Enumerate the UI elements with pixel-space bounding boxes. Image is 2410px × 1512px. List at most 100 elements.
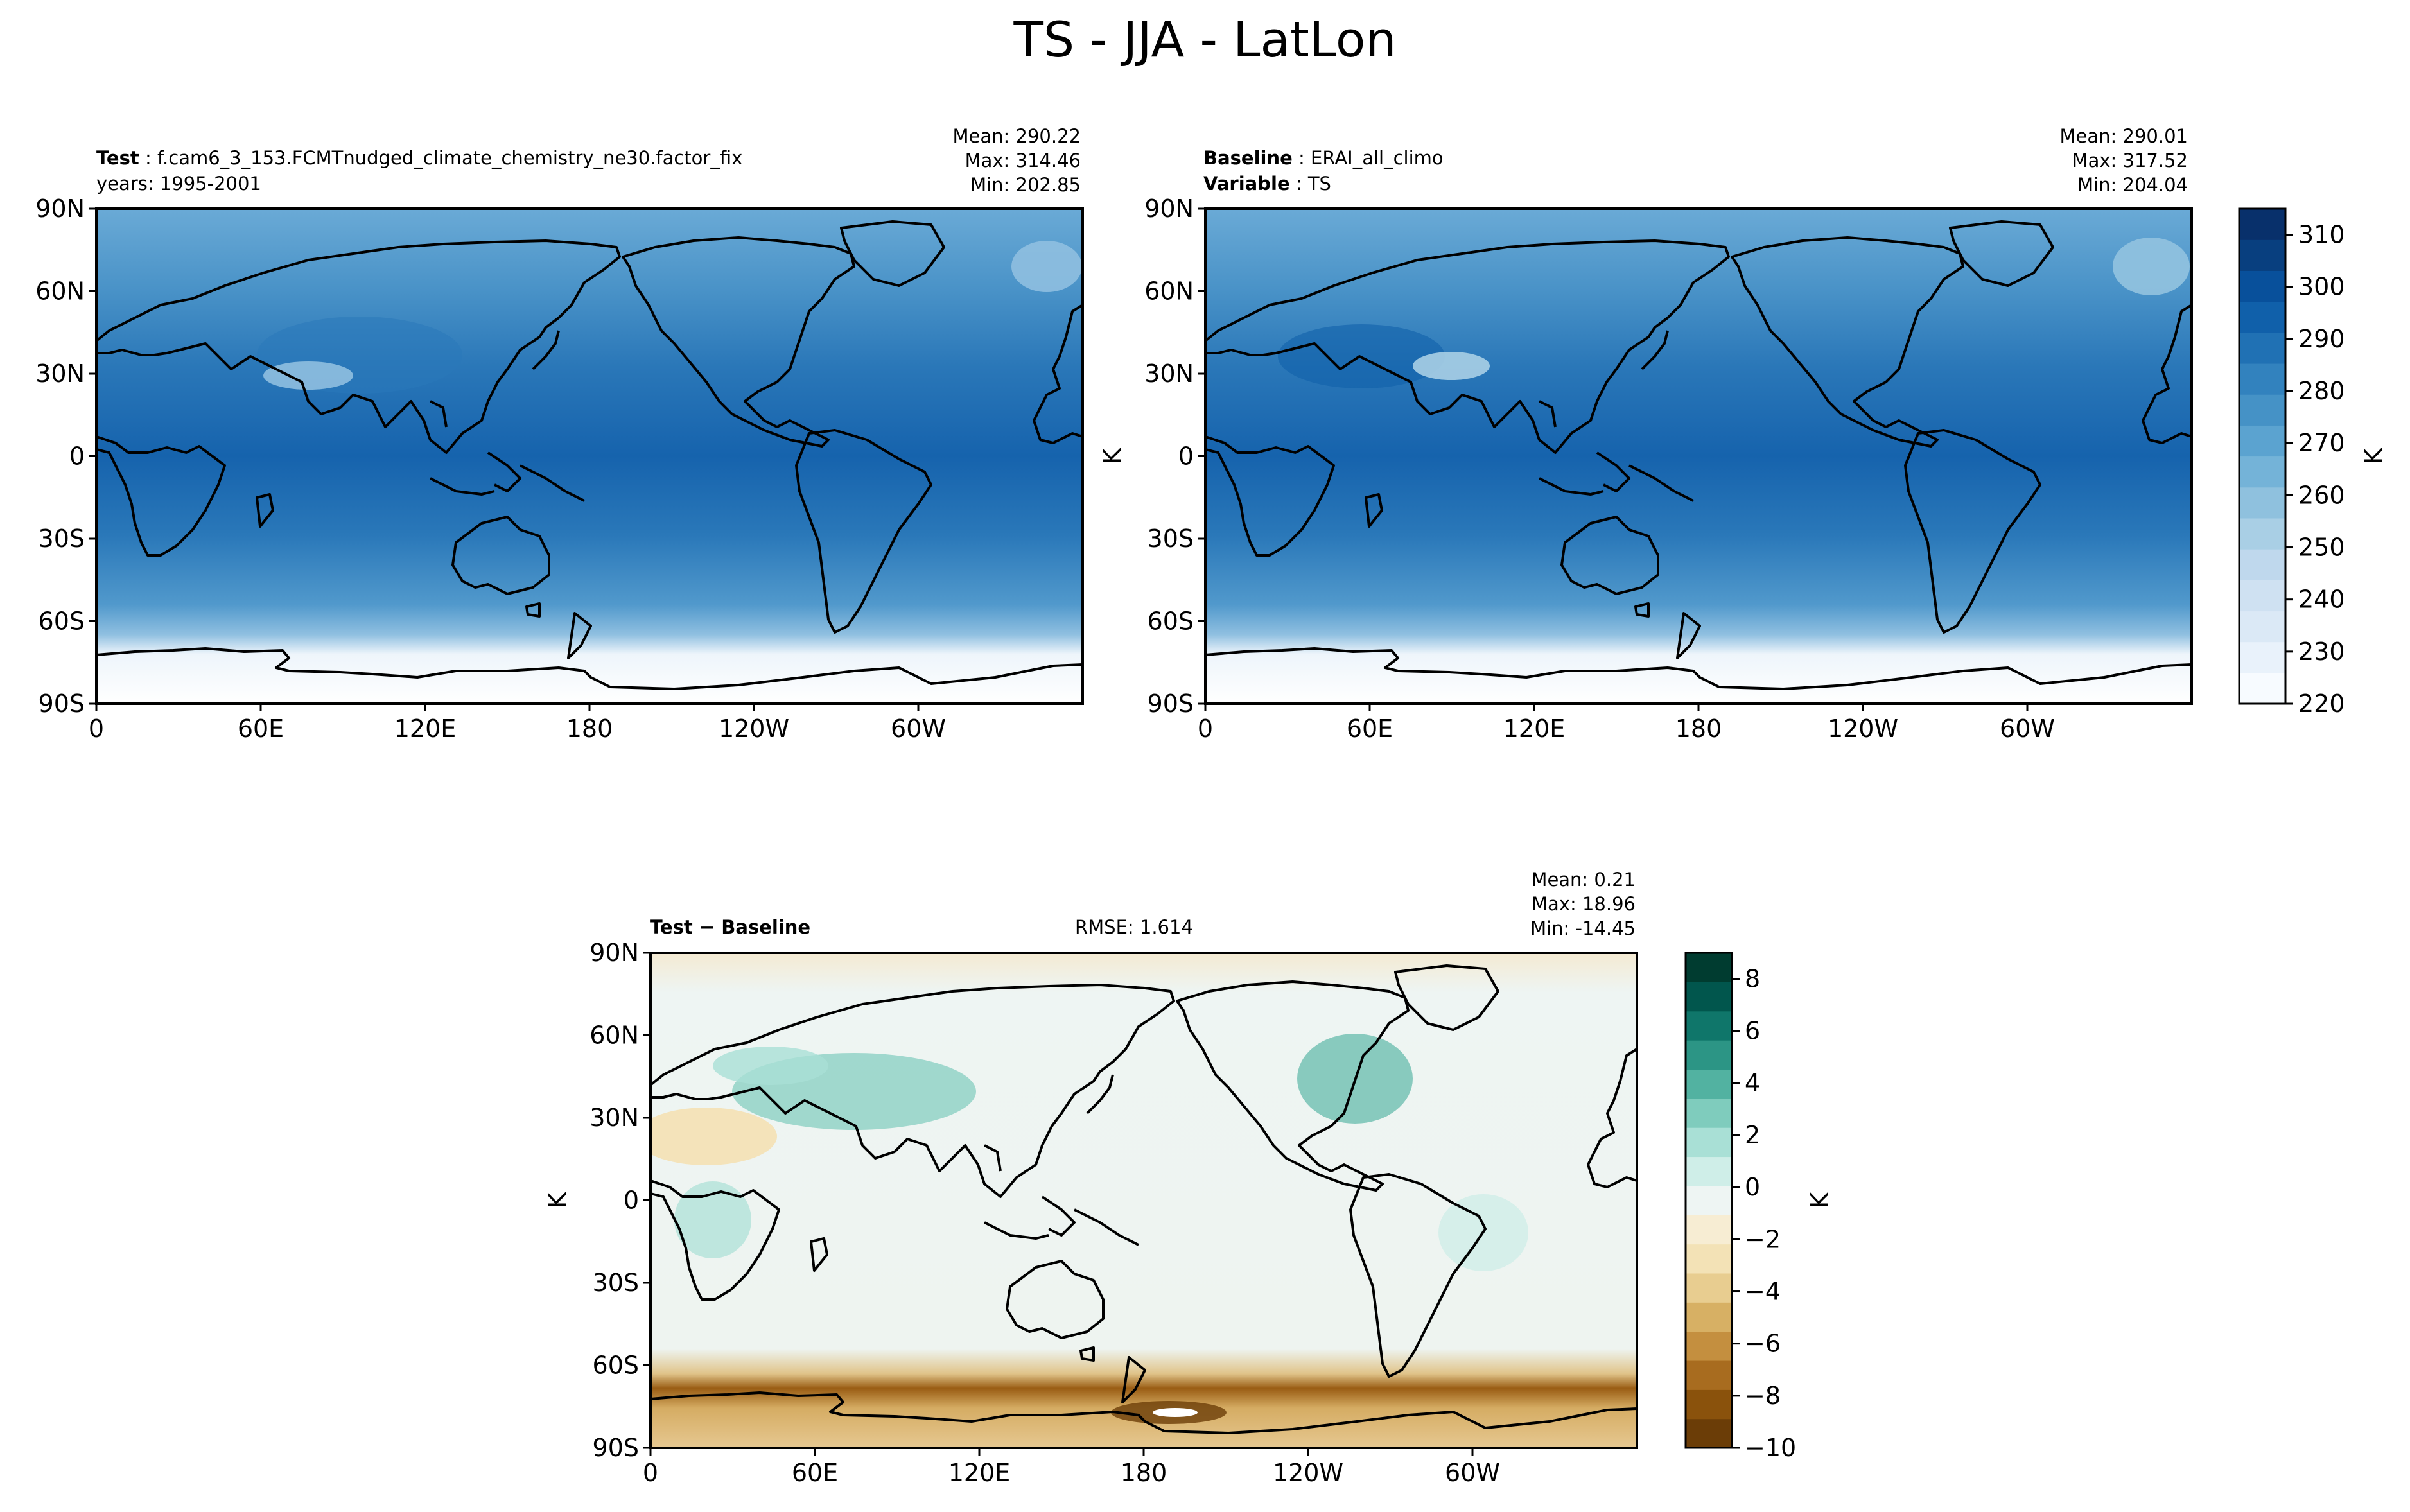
diff-colorbar-segment [1686, 1127, 1732, 1158]
abs-colorbar-tick-label: 280 [2298, 377, 2345, 405]
abs-colorbar-tick-label: 270 [2298, 429, 2345, 457]
abs-colorbar-tick-label: 250 [2298, 534, 2345, 562]
baseline-label: Baseline : ERAI_all_climo [1203, 147, 1444, 169]
test-lat-tick-label: 30N [35, 360, 85, 388]
rmse-stat: RMSE: 1.614 [1075, 916, 1193, 938]
abs-colorbar-segment [2239, 332, 2285, 364]
abs-colorbar-tick-label: 230 [2298, 638, 2345, 666]
abs-colorbar-segment [2239, 363, 2285, 395]
diff-colorbar-tick-label: 0 [1745, 1173, 1760, 1201]
diff-colorbar-tick-label: −8 [1745, 1382, 1781, 1410]
diff-lat-tick-label: 90N [589, 939, 639, 967]
diff-colorbar-segment [1686, 1331, 1732, 1361]
abs-colorbar-tick-label: 220 [2298, 690, 2345, 718]
baseline-map-panel [1204, 207, 2193, 705]
abs-colorbar-label: K [2359, 448, 2388, 464]
abs-colorbar-segment [2239, 549, 2285, 580]
test-label-text: f.cam6_3_153.FCMTnudged_climate_chemistr… [157, 147, 743, 169]
abs-colorbar-frame [2238, 207, 2287, 705]
abs-colorbar-tick-label: 290 [2298, 325, 2345, 353]
baseline-label-bold: Baseline [1203, 147, 1293, 169]
abs-colorbar-segment [2239, 456, 2285, 488]
baseline-map-features [1205, 220, 2192, 690]
test-label-bold: Test [96, 147, 139, 169]
test-lat-tick-label: 90N [35, 195, 85, 223]
diff-label: Test − Baseline [650, 914, 810, 941]
baseline-lat-tick-label: 90S [1148, 690, 1194, 718]
abs-colorbar-tick-label: 260 [2298, 481, 2345, 509]
diff-colorbar-tick-label: −2 [1745, 1225, 1781, 1253]
test-lat-tick-label: 90S [39, 690, 85, 718]
diff-ylabel: K [543, 1192, 572, 1208]
diff-lat-tick-label: 0 [624, 1186, 639, 1215]
baseline-lon-tick-label: 0 [1198, 715, 1213, 743]
diff-colorbar-segment [1686, 1069, 1732, 1099]
diff-colorbar-segment [1686, 1185, 1732, 1215]
diff-lat-tick-label: 90S [593, 1434, 639, 1462]
abs-colorbar-segment [2239, 239, 2285, 271]
baseline-lat-tick-label: 90N [1144, 195, 1194, 223]
baseline-lat-tick-label: 60N [1144, 277, 1194, 306]
test-lon-tick-label: 60E [238, 715, 284, 743]
diff-lat-tick-label: 30N [589, 1104, 639, 1132]
baseline-lon-tick-label: 60W [2000, 715, 2055, 743]
diff-colorbar-segment [1686, 1098, 1732, 1128]
diff-lon-tick-label: 120W [1273, 1459, 1343, 1487]
baseline-lon-tick-label: 60E [1347, 715, 1393, 743]
baseline-map-field [1205, 209, 2192, 704]
diff-mean-stat: Mean: 0.21 [1531, 869, 1636, 891]
abs-colorbar-segment [2239, 641, 2285, 673]
diff-colorbar-segment [1686, 953, 1732, 982]
abs-colorbar-segment [2239, 301, 2285, 333]
diff-lat-tick-label: 30S [593, 1269, 639, 1297]
test-lon-tick-label: 60W [891, 715, 946, 743]
abs-colorbar-segment [2239, 209, 2285, 240]
baseline-lon-tick-label: 120W [1828, 715, 1898, 743]
abs-colorbar-tick-label: 310 [2298, 221, 2345, 249]
diff-colorbar-segment [1686, 982, 1732, 1012]
test-years-label: years: 1995-2001 [96, 173, 261, 195]
abs-colorbar-tick-label: 240 [2298, 586, 2345, 614]
test-lon-tick-label: 120E [394, 715, 457, 743]
variable-label: Variable : TS [1203, 173, 1331, 195]
test-lon-tick-label: 180 [566, 715, 613, 743]
diff-colorbar-segment [1686, 1215, 1732, 1245]
test-min-stat: Min: 202.85 [970, 174, 1081, 196]
baseline-lon-tick-label: 120E [1503, 715, 1566, 743]
diff-colorbar-tick-label: 8 [1745, 965, 1760, 993]
test-max-stat: Max: 314.46 [965, 150, 1081, 171]
diff-lon-tick-label: 60W [1445, 1459, 1500, 1487]
test-lat-tick-label: 30S [39, 525, 85, 553]
diff-colorbar-segment [1686, 1244, 1732, 1274]
diff-colorbar-segment [1686, 1418, 1732, 1448]
baseline-min-stat: Min: 204.04 [2077, 174, 2188, 196]
diff-colorbar-segment [1686, 1011, 1732, 1041]
test-map-field [96, 209, 1083, 704]
test-lat-tick-label: 0 [69, 442, 85, 471]
diff-colorbar-label: K [1806, 1192, 1834, 1208]
diff-colorbar-tick-label: 2 [1745, 1121, 1760, 1149]
diff-colorbar-tick-label: 4 [1745, 1069, 1760, 1097]
abs-colorbar-segment [2239, 425, 2285, 457]
diff-map-panel [649, 952, 1638, 1449]
baseline-max-stat: Max: 317.52 [2072, 150, 2188, 171]
abs-colorbar-segment [2239, 672, 2285, 704]
diff-colorbar-tick-label: −4 [1745, 1278, 1781, 1306]
diff-lat-tick-label: 60N [589, 1021, 639, 1050]
abs-colorbar-segment [2239, 270, 2285, 302]
test-map-panel [95, 207, 1084, 705]
diff-colorbar-segment [1686, 1360, 1732, 1390]
baseline-lat-tick-label: 30N [1144, 360, 1194, 388]
diff-max-stat: Max: 18.96 [1532, 893, 1636, 915]
baseline-ylabel: K [1098, 448, 1126, 464]
diff-lat-tick-label: 60S [593, 1351, 639, 1380]
diff-lon-tick-label: 120E [948, 1459, 1011, 1487]
diff-label-bold: Test − Baseline [650, 916, 811, 938]
test-lon-tick-label: 0 [89, 715, 104, 743]
diff-colorbar-tick-label: −6 [1745, 1330, 1781, 1358]
abs-colorbar-segment [2239, 611, 2285, 643]
test-lon-tick-label: 120W [719, 715, 789, 743]
test-map-features [96, 220, 1083, 690]
test-case-label: Test : f.cam6_3_153.FCMTnudged_climate_c… [96, 147, 743, 169]
